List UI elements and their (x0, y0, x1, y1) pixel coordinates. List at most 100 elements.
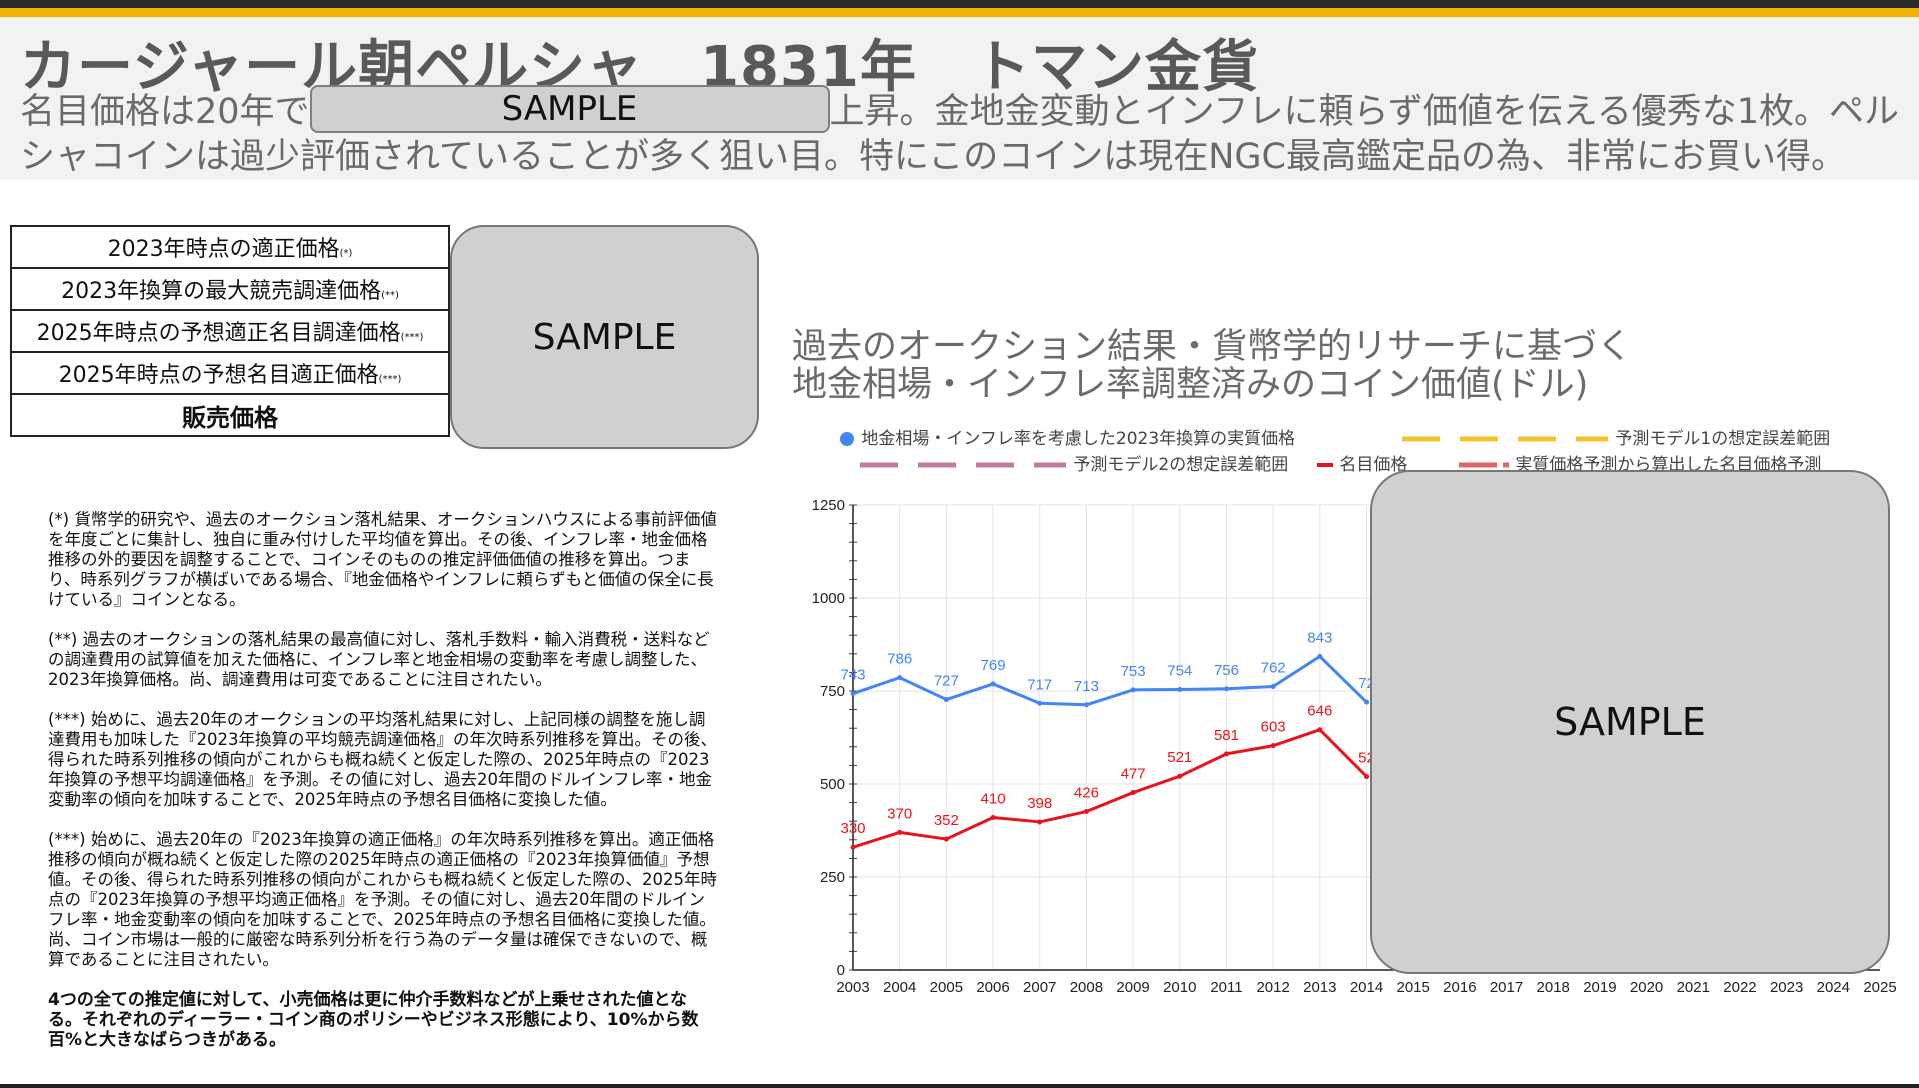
data-label: 603 (1261, 719, 1286, 736)
x-tick-label: 2019 (1583, 979, 1616, 996)
price-row: 2025年時点の予想名目適正価格(***) (10, 351, 450, 395)
data-point (1223, 751, 1229, 757)
price-table: 2023年時点の適正価格(*) 2023年換算の最大競売調達価格(**) 202… (10, 225, 450, 437)
x-tick-label: 2023 (1770, 979, 1803, 996)
price-label-text: 2025年時点の予想適正名目調達価格 (36, 321, 401, 346)
y-tick-label: 250 (820, 869, 845, 886)
price-label: 2023年換算の最大競売調達価格(**) (10, 267, 450, 311)
x-tick-label: 2011 (1210, 979, 1242, 996)
x-tick-label: 2007 (1023, 979, 1056, 996)
price-label-sale: 販売価格 (10, 393, 450, 437)
chart-sample-mask: SAMPLE (1370, 470, 1890, 974)
data-point (897, 829, 903, 835)
x-tick-label: 2010 (1163, 979, 1196, 996)
x-tick-label: 2016 (1443, 979, 1476, 996)
page-subtitle: 名目価格は20年で SAMPLE 上昇。金地金変動とインフレに頼らず価値を伝える優秀… (20, 85, 1900, 180)
x-tick-label: 2013 (1303, 979, 1336, 996)
legend-dash-icon (1459, 462, 1509, 468)
footnote: (***) 始めに、過去20年のオークションの平均落札結果に対し、上記同様の調整… (48, 710, 717, 809)
top-dark-bar (0, 0, 1919, 8)
price-row: 販売価格 (10, 393, 450, 437)
x-tick-label: 2004 (883, 979, 916, 996)
footnote: (***) 始めに、過去20年の『2023年換算の適正価格』の年次時系列推移を算… (48, 830, 717, 969)
x-tick-label: 2009 (1116, 979, 1149, 996)
data-point (990, 681, 996, 687)
x-tick-label: 2012 (1256, 979, 1289, 996)
data-point (1223, 686, 1229, 692)
x-tick-label: 2005 (930, 979, 963, 996)
data-label: 762 (1261, 660, 1286, 677)
price-label: 2023年時点の適正価格(*) (10, 225, 450, 269)
price-label-mark: (***) (400, 332, 424, 343)
data-label: 646 (1307, 703, 1332, 720)
x-tick-label: 2020 (1630, 979, 1663, 996)
price-label-text: 販売価格 (182, 403, 278, 432)
price-label-mark: (**) (381, 290, 399, 301)
data-label: 843 (1307, 629, 1332, 646)
data-label: 370 (887, 805, 912, 822)
x-tick-label: 2003 (836, 979, 869, 996)
data-label: 743 (840, 667, 865, 684)
data-point (1083, 702, 1089, 708)
data-label: 727 (934, 673, 959, 690)
data-point (943, 697, 949, 703)
series-line (852, 728, 1368, 849)
data-point (1037, 819, 1043, 825)
bottom-rule (0, 1084, 1919, 1088)
subtitle-after: 上昇。金地金変動とインフレに頼らず価値を伝える優秀な1枚。ペルシャコインは過少評… (20, 92, 1900, 177)
data-point (1364, 774, 1369, 780)
legend-item: 名目価格 (1316, 450, 1407, 475)
data-point (850, 844, 856, 850)
data-label: 753 (1121, 663, 1146, 680)
price-sample-mask: SAMPLE (450, 225, 759, 449)
top-accent-bar (0, 8, 1919, 17)
x-tick-label: 2006 (976, 979, 1009, 996)
data-label: 786 (887, 651, 912, 668)
legend-item: 予測モデル2の想定誤差範囲 (858, 450, 1288, 475)
footnote: (**) 過去のオークションの落札結果の最高値に対し、落札手数料・輸入消費税・送… (48, 630, 710, 689)
data-label: 352 (934, 812, 959, 829)
x-tick-label: 2017 (1490, 979, 1523, 996)
x-tick-label: 2015 (1396, 979, 1429, 996)
price-label-text: 2023年換算の最大競売調達価格 (61, 279, 382, 304)
data-label: 477 (1121, 766, 1146, 783)
legend-line-icon (1317, 463, 1333, 467)
y-tick-label: 500 (820, 776, 845, 793)
legend-label: 地金相場・インフレ率を考慮した2023年換算の実質価格 (861, 429, 1296, 449)
data-point (1177, 773, 1183, 779)
legend-dot-icon (840, 432, 854, 446)
data-point (1037, 700, 1043, 706)
footnote: (*) 貨幣学的研究や、過去のオークション落札結果、オークションハウスによる事前… (48, 510, 717, 609)
data-point (990, 814, 996, 820)
legend-label: 予測モデル1の想定誤差範囲 (1615, 429, 1831, 449)
chart-title-line1: 過去のオークション結果・貨幣学的リサーチに基づく (792, 327, 1633, 367)
legend-dash-icon (1402, 436, 1608, 442)
data-point (1083, 809, 1089, 815)
x-tick-label: 2014 (1350, 979, 1383, 996)
data-label: 754 (1167, 663, 1192, 680)
data-label: 330 (840, 820, 865, 837)
price-label-text: 2025年時点の予想名目適正価格 (58, 363, 379, 388)
data-point (1317, 727, 1323, 733)
data-label: 426 (1074, 785, 1099, 802)
data-point (1130, 687, 1136, 693)
subtitle-sample-mask: SAMPLE (309, 85, 830, 133)
legend-label: 予測モデル2の想定誤差範囲 (1073, 455, 1289, 475)
data-point (850, 691, 856, 697)
data-point (943, 836, 949, 842)
series-line (852, 654, 1368, 707)
footnotes: (*) 貨幣学的研究や、過去のオークション落札結果、オークションハウスによる事前… (48, 510, 718, 1070)
y-tick-label: 750 (820, 683, 845, 700)
legend-label: 名目価格 (1339, 455, 1408, 475)
price-row: 2023年換算の最大競売調達価格(**) (10, 267, 450, 311)
data-point (1130, 790, 1136, 796)
data-label: 581 (1214, 727, 1239, 744)
chart-title: 過去のオークション結果・貨幣学的リサーチに基づく 地金相場・インフレ率調整済みの… (792, 328, 1632, 404)
data-label: 398 (1027, 795, 1052, 812)
data-label: 769 (981, 657, 1006, 674)
price-label-text: 2023年時点の適正価格 (107, 237, 340, 262)
x-tick-label: 2018 (1537, 979, 1570, 996)
data-label: 521 (1167, 749, 1192, 766)
x-tick-label: 2025 (1863, 979, 1896, 996)
legend-item: 予測モデル1の想定誤差範囲 (1400, 424, 1830, 449)
